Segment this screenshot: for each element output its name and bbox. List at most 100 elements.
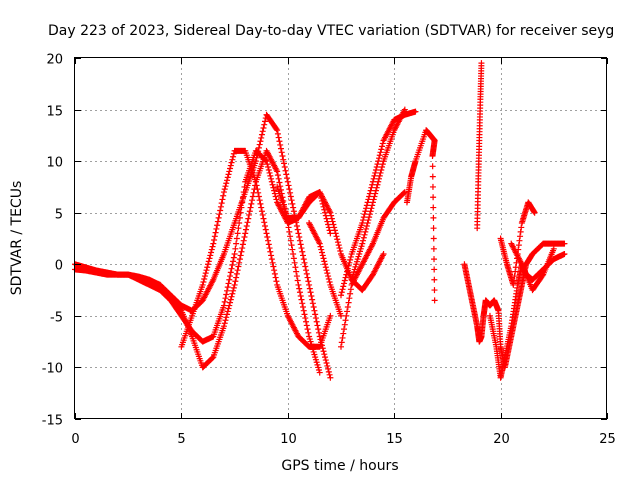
data-point [339,334,346,341]
data-point [326,227,333,234]
data-point [324,270,331,277]
data-point [375,178,382,185]
data-point [338,312,344,319]
series-track-7 [338,189,408,350]
data-point [229,290,236,297]
data-point [334,239,341,246]
data-point [205,261,211,268]
x-tick-label: 0 [71,432,79,447]
data-point [222,295,229,302]
data-point [225,280,232,287]
data-point [371,172,378,179]
data-point [345,262,352,269]
data-point [296,285,303,292]
data-point [324,362,331,369]
data-point [373,184,380,191]
x-tick-label: 10 [280,432,297,447]
data-point [512,268,519,275]
data-point [316,369,323,376]
plot-frame [74,57,607,419]
data-point [221,298,228,305]
data-point [319,249,325,256]
data-point [226,168,233,175]
data-point [372,190,379,197]
data-point [376,172,383,179]
data-point [257,138,264,145]
data-point [360,214,367,221]
data-point [379,164,386,171]
data-point [431,256,438,263]
data-point [343,312,350,319]
data-point [325,276,332,283]
data-point [201,276,208,283]
data-point [380,250,387,257]
data-point [342,317,349,324]
data-point [281,164,288,171]
data-point [429,173,436,180]
data-point [379,140,386,147]
data-point [323,360,330,367]
data-point [518,224,525,231]
data-point [430,204,437,211]
data-point [429,183,436,190]
data-point [218,200,225,207]
data-point [363,202,370,209]
data-point [255,193,262,200]
data-point [269,181,276,188]
data-point [316,333,323,340]
data-point [376,155,382,162]
data-point [255,144,262,151]
data-point [331,224,338,231]
data-point [366,190,373,197]
data-point [362,228,369,235]
data-point [327,312,334,319]
data-point [202,270,209,277]
data-point [265,237,272,244]
data-point [429,152,436,159]
data-point [296,289,303,296]
data-point [369,181,376,188]
data-point [301,259,308,266]
data-point [235,263,242,270]
data-point [294,226,301,233]
data-point [247,204,254,211]
data-point [369,202,376,209]
data-point [214,218,221,225]
data-point [288,242,295,249]
data-point [512,264,519,271]
data-point [379,143,386,150]
series-track-11 [461,240,568,371]
data-point [322,357,329,364]
data-point [300,252,306,259]
data-point [515,242,522,249]
data-point [226,302,233,309]
data-point [343,271,350,278]
data-point [339,286,346,293]
data-point [341,321,348,328]
data-point [232,245,239,252]
data-point [306,285,313,292]
data-point [255,189,262,196]
data-point [379,161,386,168]
data-point [258,204,265,211]
data-point [312,311,319,318]
series-track-10 [403,127,438,304]
data-point [304,326,311,333]
data-point [326,371,333,378]
data-point [300,307,307,314]
data-point [274,172,281,179]
data-point [225,171,232,178]
x-tick-label: 25 [599,432,616,447]
data-point [305,278,312,285]
y-tick-label: -5 [50,311,63,326]
data-point [233,274,240,281]
series-track-14 [497,199,538,288]
data-point [326,278,333,285]
data-point [289,246,296,253]
data-point [317,243,324,250]
data-point [240,237,247,244]
data-point [306,281,313,288]
data-point [344,268,351,275]
data-point [220,189,227,196]
